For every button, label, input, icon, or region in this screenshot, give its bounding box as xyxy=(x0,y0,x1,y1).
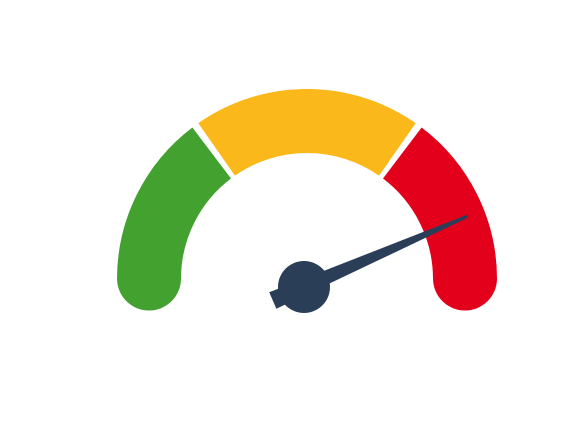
gauge-needle xyxy=(269,214,468,313)
gauge-segment-mid xyxy=(198,89,416,177)
gauge-cap-left xyxy=(117,278,181,311)
gauge-segment-low xyxy=(117,127,232,280)
gauge-cap-right xyxy=(433,278,497,311)
gauge-segments xyxy=(117,89,497,311)
needle-hub xyxy=(278,261,330,313)
gauge-segment-high xyxy=(382,127,497,280)
